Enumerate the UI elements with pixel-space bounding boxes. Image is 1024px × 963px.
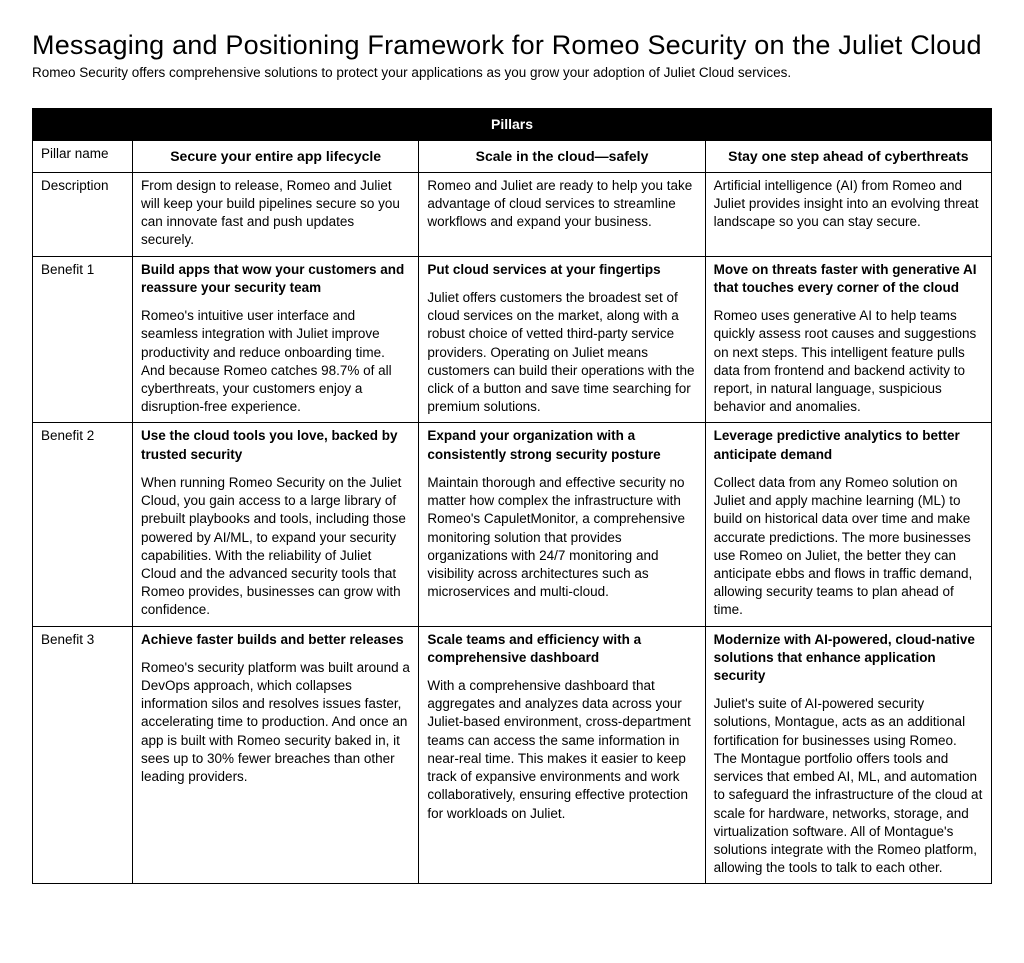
table-row: Pillar name Secure your entire app lifec… <box>33 140 992 172</box>
benefit-heading: Achieve faster builds and better release… <box>141 631 410 649</box>
row-label-description: Description <box>33 172 133 256</box>
row-label-benefit-2: Benefit 2 <box>33 423 133 626</box>
benefit-body: Romeo's intuitive user interface and sea… <box>141 307 410 416</box>
framework-table: Pillars Pillar name Secure your entire a… <box>32 108 992 884</box>
benefit-heading: Modernize with AI-powered, cloud-native … <box>714 631 983 686</box>
table-row: Benefit 3 Achieve faster builds and bett… <box>33 626 992 884</box>
benefit-heading: Use the cloud tools you love, backed by … <box>141 427 410 463</box>
table-row: Benefit 2 Use the cloud tools you love, … <box>33 423 992 626</box>
benefit-heading: Leverage predictive analytics to better … <box>714 427 983 463</box>
benefit-cell: Scale teams and efficiency with a compre… <box>419 626 705 884</box>
benefit-body: Juliet offers customers the broadest set… <box>427 289 696 417</box>
benefit-body: Romeo uses generative AI to help teams q… <box>714 307 983 416</box>
benefit-cell: Put cloud services at your fingertips Ju… <box>419 256 705 423</box>
benefit-body: Maintain thorough and effective security… <box>427 474 696 602</box>
benefit-cell: Modernize with AI-powered, cloud-native … <box>705 626 991 884</box>
benefit-heading: Expand your organization with a consiste… <box>427 427 696 463</box>
benefit-cell: Achieve faster builds and better release… <box>133 626 419 884</box>
benefit-body: When running Romeo Security on the Julie… <box>141 474 410 620</box>
benefit-body: With a comprehensive dashboard that aggr… <box>427 677 696 823</box>
benefit-heading: Move on threats faster with generative A… <box>714 261 983 297</box>
row-label-benefit-1: Benefit 1 <box>33 256 133 423</box>
benefit-heading: Scale teams and efficiency with a compre… <box>427 631 696 667</box>
table-row: Description From design to release, Rome… <box>33 172 992 256</box>
pillar-name: Secure your entire app lifecycle <box>133 140 419 172</box>
benefit-cell: Use the cloud tools you love, backed by … <box>133 423 419 626</box>
pillars-header: Pillars <box>33 109 992 141</box>
benefit-body: Romeo's security platform was built arou… <box>141 659 410 787</box>
table-row: Benefit 1 Build apps that wow your custo… <box>33 256 992 423</box>
benefit-cell: Move on threats faster with generative A… <box>705 256 991 423</box>
benefit-cell: Leverage predictive analytics to better … <box>705 423 991 626</box>
pillar-name: Scale in the cloud—safely <box>419 140 705 172</box>
benefit-cell: Build apps that wow your customers and r… <box>133 256 419 423</box>
benefit-heading: Build apps that wow your customers and r… <box>141 261 410 297</box>
page-subtitle: Romeo Security offers comprehensive solu… <box>32 65 992 80</box>
row-label-benefit-3: Benefit 3 <box>33 626 133 884</box>
page-title: Messaging and Positioning Framework for … <box>32 30 992 61</box>
table-row: Pillars <box>33 109 992 141</box>
benefit-heading: Put cloud services at your fingertips <box>427 261 696 279</box>
pillar-description: From design to release, Romeo and Juliet… <box>133 172 419 256</box>
benefit-cell: Expand your organization with a consiste… <box>419 423 705 626</box>
benefit-body: Juliet's suite of AI-powered security so… <box>714 695 983 877</box>
benefit-body: Collect data from any Romeo solution on … <box>714 474 983 620</box>
pillar-name: Stay one step ahead of cyberthreats <box>705 140 991 172</box>
pillar-description: Romeo and Juliet are ready to help you t… <box>419 172 705 256</box>
pillar-description: Artificial intelligence (AI) from Romeo … <box>705 172 991 256</box>
row-label-name: Pillar name <box>33 140 133 172</box>
